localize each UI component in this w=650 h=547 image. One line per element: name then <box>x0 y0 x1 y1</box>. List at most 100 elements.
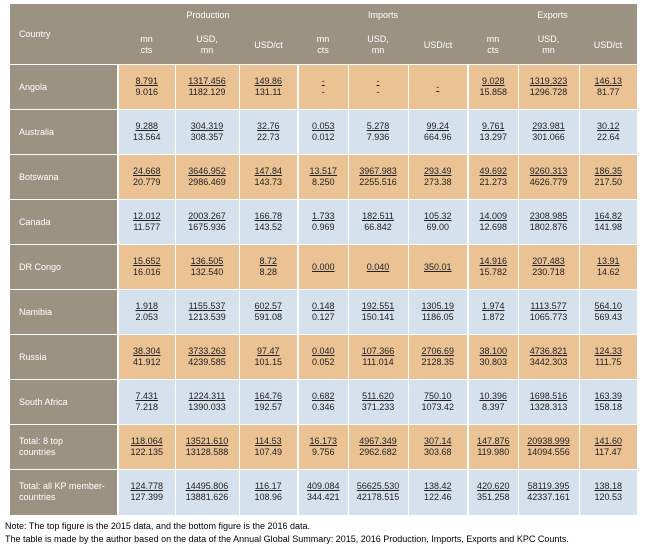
value-cell: 9.761 13.297 <box>467 109 519 155</box>
value-2015: 350.01 <box>423 261 452 272</box>
value-2016: 569.43 <box>594 312 623 322</box>
value-cell: 192.551 150.141 <box>347 289 408 335</box>
value-2016: 3442.303 <box>529 357 568 367</box>
value-cell: 409.084 344.421 <box>297 469 348 515</box>
diamond-statistics-table: Country Production Imports Exports mn cts… <box>10 4 638 515</box>
value-cell: 307.14 303.68 <box>407 424 469 470</box>
group-header-exports: Exports <box>468 4 638 26</box>
value-2016: 217.50 <box>594 177 623 187</box>
value-2015: 186.35 <box>594 166 623 176</box>
value-2015: 1155.537 <box>188 301 226 311</box>
value-cell: 293.981 301.066 <box>517 109 580 155</box>
value-cell: 15.652 16.016 <box>117 244 175 290</box>
value-2015: 38.304 <box>132 346 161 356</box>
country-name-text: Total: all KP member- <box>19 481 105 492</box>
value-2015: 141.60 <box>594 436 623 446</box>
value-2016: 308.357 <box>190 132 224 142</box>
country-name-text: Australia <box>19 126 55 137</box>
value-2015: - <box>436 81 440 92</box>
value-2015: 9.288 <box>135 121 159 131</box>
country-name: Angola <box>10 64 118 110</box>
value-cell: 164.82 141.98 <box>578 199 638 245</box>
value-2015: 0.000 <box>311 261 335 272</box>
value-2015: 16.173 <box>309 436 338 446</box>
value-2015: 124.33 <box>594 346 623 356</box>
value-cell: 182.511 66.842 <box>347 199 408 245</box>
country-name-text: Canada <box>19 216 51 227</box>
value-2016: 158.18 <box>594 402 623 412</box>
value-2015: 564.10 <box>594 301 623 311</box>
value-2015: 138.18 <box>594 481 623 492</box>
value-2015: 2003.267 <box>188 211 226 221</box>
column-header: USD, mn <box>348 26 408 65</box>
value-cell: 9260.313 4626.779 <box>517 154 580 200</box>
value-2016: 8.250 <box>311 177 335 187</box>
value-2016: 41.912 <box>132 357 161 367</box>
value-2015: 124.778 <box>130 481 164 492</box>
value-cell: 7.431 7.218 <box>117 379 175 425</box>
value-2015: 420.620 <box>476 481 510 492</box>
value-cell: 97.47 101.15 <box>238 334 298 380</box>
value-cell: 750.10 1073.42 <box>407 379 469 425</box>
value-cell: 124.778 127.399 <box>117 469 175 515</box>
column-header-text: USD, <box>537 34 560 44</box>
value-2016: 664.96 <box>423 132 452 142</box>
value-2015: 304.319 <box>190 121 224 131</box>
value-2016: 1296.728 <box>529 87 568 97</box>
country-name: Botswana <box>10 154 118 200</box>
column-header-text: USD, <box>196 34 218 44</box>
column-header-text: mn <box>486 34 500 44</box>
value-cell: 114.53 107.49 <box>238 424 298 470</box>
value-2016: 13.564 <box>132 132 161 142</box>
value-cell: 2706.69 2128.35 <box>407 334 469 380</box>
value-2015: 136.505 <box>190 256 224 266</box>
value-2015: 207.483 <box>532 256 565 266</box>
column-header-row: mn cts USD, mn USD/ct mn cts USD, mn USD/ct mn cts U… <box>10 26 638 65</box>
value-cell: 10.396 8.397 <box>467 379 519 425</box>
value-cell: 293.49 273.38 <box>407 154 469 200</box>
value-2016: 0.052 <box>311 357 335 367</box>
value-2016: 2986.469 <box>188 177 226 187</box>
value-2015: 1113.577 <box>530 301 567 311</box>
value-2016: 81.77 <box>597 87 620 97</box>
value-cell: -- <box>347 64 408 110</box>
value-2016: 7.936 <box>366 132 390 142</box>
value-cell: 107.366 111.014 <box>347 334 408 380</box>
value-2015: 147.876 <box>476 436 510 446</box>
value-cell: 136.505 132.540 <box>174 244 239 290</box>
value-cell: 1.918 2.053 <box>117 289 175 335</box>
value-2015: 149.86 <box>254 76 283 86</box>
value-2016: 101.15 <box>254 357 283 367</box>
value-2016: 0.012 <box>311 132 335 142</box>
value-2016: 8.397 <box>482 402 505 412</box>
value-2016: 11.577 <box>133 222 161 232</box>
value-2016: 2128.35 <box>421 357 455 367</box>
table-row: Angola 8.791 9.016 1317.456 1182.129 149.86 13… <box>10 64 638 110</box>
value-2015: 5.278 <box>366 121 390 131</box>
column-header-text: cts <box>140 45 153 55</box>
value-cell: 4736.821 3442.303 <box>517 334 580 380</box>
value-2015: 32.76 <box>256 121 280 131</box>
group-header-production: Production <box>118 4 298 26</box>
value-2016: 4626.779 <box>529 177 568 187</box>
value-2016: 2962.682 <box>359 447 397 457</box>
value-2016: 42337.161 <box>527 492 570 503</box>
country-name: Total: all KP member-countries <box>10 469 118 515</box>
value-2015: 147.84 <box>254 166 283 176</box>
column-header: USD, mn <box>518 26 580 65</box>
value-2016: 13.297 <box>479 132 508 142</box>
table-row: Total: 8 top countries 118.064 122.135 13521… <box>10 424 638 470</box>
value-2015: 15.652 <box>132 256 161 266</box>
value-cell: 149.86 131.11 <box>238 64 298 110</box>
value-cell: 38.100 30.803 <box>467 334 519 380</box>
value-2015: 2308.985 <box>529 211 568 221</box>
value-2015: 1.974 <box>482 301 505 311</box>
column-header: USD/ct <box>408 26 469 65</box>
value-cell: 1698.516 1328.313 <box>517 379 580 425</box>
value-cell: 0.040 <box>347 244 408 290</box>
value-cell: 124.33 111.75 <box>578 334 638 380</box>
value-cell: 3967.983 2255.516 <box>347 154 408 200</box>
value-2016: 1213.539 <box>188 312 226 322</box>
value-cell: 8.791 9.016 <box>117 64 175 110</box>
column-header: mn cts <box>468 26 519 65</box>
